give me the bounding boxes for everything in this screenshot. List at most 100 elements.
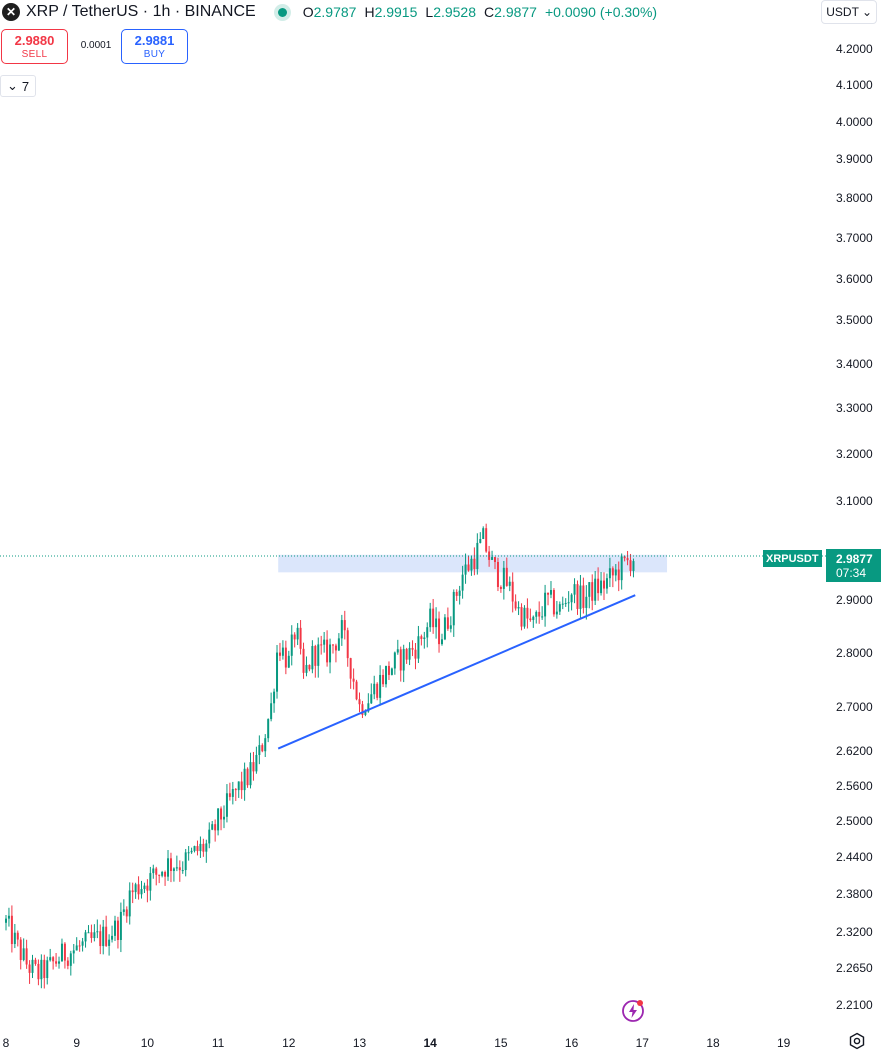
candle-body <box>66 960 69 966</box>
candle-body <box>617 569 620 581</box>
indicators-toggle[interactable]: ⌄ 7 <box>0 75 37 97</box>
candle-body <box>502 567 505 589</box>
market-status-icon[interactable] <box>277 7 287 17</box>
price-tick-label: 3.3000 <box>836 401 873 415</box>
candle-body <box>43 959 46 979</box>
candle-body <box>308 664 311 670</box>
candle-body <box>337 638 340 651</box>
time-tick-label: 9 <box>73 1036 81 1050</box>
candle-body <box>438 618 441 645</box>
candle-body <box>175 867 178 869</box>
candle-body <box>326 639 329 663</box>
candle-body <box>181 870 184 872</box>
time-tick-label: 10 <box>140 1036 155 1050</box>
candle-body <box>208 829 211 844</box>
candle-body <box>355 681 358 700</box>
candle-body <box>246 768 249 786</box>
candle-body <box>349 658 352 679</box>
ohlc-high-value: 2.9915 <box>374 4 418 20</box>
price-tick-label: 2.5000 <box>836 814 873 829</box>
candle-body <box>149 873 152 891</box>
buy-button[interactable]: 2.9881 BUY <box>121 29 188 64</box>
candle-body <box>13 932 16 945</box>
gear-icon[interactable] <box>848 1032 866 1050</box>
candle-body <box>343 620 346 631</box>
time-tick-label: 14 <box>423 1036 437 1050</box>
price-tick-label: 2.2650 <box>836 961 873 976</box>
candle-body <box>558 604 561 612</box>
candle-body <box>278 652 281 656</box>
symbol-pill: XRPUSDT <box>763 550 822 567</box>
candle-body <box>390 668 393 675</box>
candle-body <box>19 939 22 960</box>
symbol-title[interactable]: XRP / TetherUS · 1h · BINANCE <box>26 3 256 20</box>
candle-body <box>131 890 134 893</box>
candle-body <box>96 931 99 933</box>
candle-body <box>520 607 523 627</box>
candle-body <box>193 846 196 851</box>
candle-body <box>196 846 199 852</box>
candle-body <box>158 874 161 876</box>
candle-body <box>125 909 128 917</box>
candle-body <box>284 647 287 668</box>
price-tick-label: 3.9000 <box>836 152 873 167</box>
support-trendline[interactable] <box>277 594 636 750</box>
candle-body <box>379 674 382 698</box>
candle-body <box>314 646 317 666</box>
candle-body <box>164 872 167 877</box>
candle-body <box>376 683 379 698</box>
candle-body <box>579 585 582 609</box>
price-tick-label: 2.8000 <box>836 645 873 660</box>
candle-body <box>46 960 49 979</box>
candle-body <box>28 964 31 973</box>
candle-body <box>16 932 19 940</box>
close-icon[interactable]: ✕ <box>2 3 20 21</box>
candle-body <box>334 645 337 651</box>
candle-body <box>591 582 594 601</box>
time-tick-label: 18 <box>706 1036 720 1050</box>
candle-body <box>496 561 499 587</box>
candle-body <box>623 556 626 559</box>
candle-body <box>511 581 514 602</box>
candle-body <box>532 616 535 621</box>
currency-select[interactable]: USDT ⌄ <box>821 0 877 24</box>
candle-body <box>317 644 320 666</box>
ohlc-change: +0.0090 (+0.30%) <box>544 4 658 20</box>
candle-body <box>302 648 305 673</box>
candle-body <box>605 578 608 589</box>
time-tick-label: 13 <box>352 1036 367 1050</box>
candle-body <box>505 567 508 586</box>
resistance-zone[interactable] <box>278 554 668 573</box>
price-tick-label: 2.4400 <box>836 850 873 865</box>
candle-body <box>146 885 149 891</box>
candle-body <box>237 781 240 791</box>
sell-button[interactable]: 2.9880 SELL <box>1 29 68 64</box>
candle-body <box>482 528 485 539</box>
candle-body <box>329 644 332 663</box>
candle-body <box>222 816 225 820</box>
candle-body <box>281 647 284 656</box>
candle-body <box>517 607 520 609</box>
lightning-icon[interactable] <box>621 999 645 1023</box>
candle-body <box>600 580 603 594</box>
ohlc-low-key: L <box>425 4 434 20</box>
price-tick-label: 2.2100 <box>836 997 873 1012</box>
candle-body <box>214 824 217 831</box>
candle-body <box>108 939 111 946</box>
candle-body <box>573 584 576 595</box>
candle-body <box>190 850 193 853</box>
candle-body <box>423 637 426 639</box>
buy-price: 2.9881 <box>134 32 175 48</box>
candle-body <box>491 557 494 560</box>
candle-body <box>134 884 137 893</box>
candle-body <box>122 909 125 912</box>
candle-body <box>231 789 234 797</box>
buy-label: BUY <box>143 48 166 60</box>
candle-body <box>187 852 190 854</box>
candle-body <box>585 596 588 608</box>
candle-body <box>252 762 255 772</box>
candle-body <box>255 754 258 772</box>
candle-body <box>116 920 119 940</box>
candle-body <box>443 617 446 640</box>
